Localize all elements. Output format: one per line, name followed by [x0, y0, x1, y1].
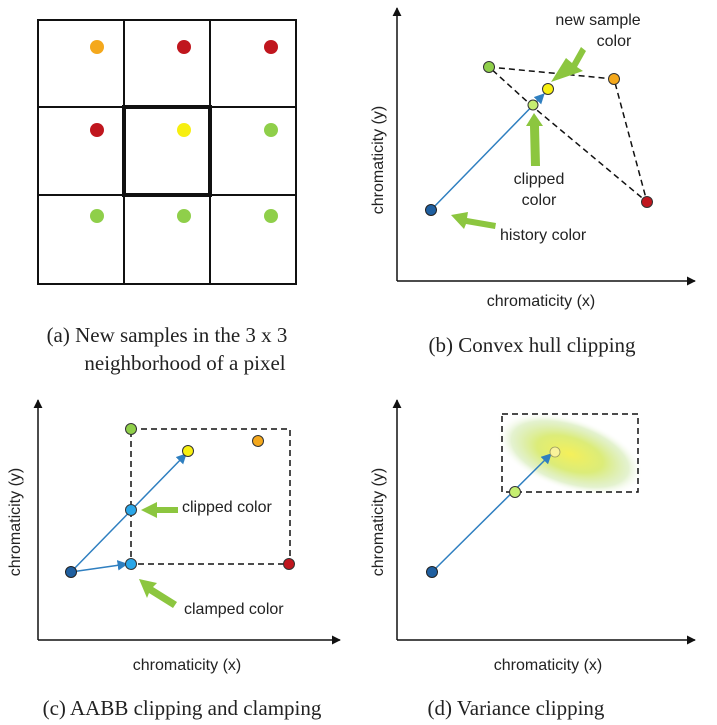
- center-pixel-cell: [122, 105, 212, 197]
- hull-point-orange: [608, 73, 620, 85]
- panel-a: (a) New samples in the 3 x 3 neighborhoo…: [37, 19, 297, 375]
- panel-c-xlabel: chromaticity (x): [133, 657, 241, 674]
- arrow-history: [451, 212, 496, 229]
- panel-a-caption-line2: neighborhood of a pixel: [84, 351, 285, 375]
- aabb-point-orange: [252, 435, 264, 447]
- history-point-d: [426, 566, 438, 578]
- panel-b-caption: (b) Convex hull clipping: [428, 333, 636, 357]
- aabb-point-green: [125, 423, 137, 435]
- panel-c: chromaticity (y) chromaticity (x) clippe…: [7, 399, 341, 720]
- arrow-clipped-c: [141, 502, 178, 518]
- sample-dot-green: [177, 209, 191, 223]
- panel-c-caption: (c) AABB clipping and clamping: [43, 696, 322, 720]
- aabb-point-red: [283, 558, 295, 570]
- clipped-point-c: [125, 504, 137, 516]
- label-clipped-c: clipped color: [182, 499, 273, 516]
- variance-ellipse: [496, 412, 644, 496]
- clamped-point: [125, 558, 137, 570]
- label-history: history color: [500, 227, 587, 244]
- sample-dot-green: [264, 209, 278, 223]
- sample-dot-orange: [90, 40, 104, 54]
- sample-dot-yellow: [177, 123, 191, 137]
- sample-grid: [90, 40, 278, 223]
- sample-dot-red: [264, 40, 278, 54]
- panel-d: chromaticity (y) chromaticity (x) (d) Va…: [370, 399, 696, 720]
- history-to-sample-line: [430, 93, 545, 211]
- sample-dot-green: [264, 123, 278, 137]
- new-sample-point-c: [182, 445, 194, 457]
- panel-b-xlabel: chromaticity (x): [487, 293, 595, 310]
- label-clamped: clamped color: [184, 601, 284, 618]
- label-clipped-2: color: [522, 192, 557, 209]
- hull-point-red: [641, 196, 653, 208]
- panel-d-ylabel: chromaticity (y): [370, 468, 387, 576]
- sample-dot-green: [90, 209, 104, 223]
- history-point: [425, 204, 437, 216]
- label-new-sample-1: new sample: [555, 12, 640, 29]
- arrow-clipped: [526, 113, 543, 166]
- history-to-clamped-line: [70, 560, 129, 573]
- history-to-sample-line-d: [431, 453, 552, 573]
- hull-point-green: [483, 61, 495, 73]
- label-new-sample-2: color: [597, 33, 632, 50]
- history-point-c: [65, 566, 77, 578]
- clipped-point: [527, 99, 539, 111]
- new-sample-point-d: [549, 446, 561, 458]
- sample-dot-red: [177, 40, 191, 54]
- new-sample-point: [542, 83, 554, 95]
- label-clipped-1: clipped: [514, 171, 565, 188]
- arrow-clamped: [139, 579, 177, 608]
- panel-a-caption-line1: (a) New samples in the 3 x 3: [47, 323, 288, 347]
- clipped-point-d: [509, 486, 521, 498]
- panel-d-caption: (d) Variance clipping: [428, 696, 605, 720]
- sample-dot-red: [90, 123, 104, 137]
- panel-c-ylabel: chromaticity (y): [7, 468, 24, 576]
- variance-box: [501, 413, 639, 493]
- aabb-box: [130, 428, 291, 565]
- panel-b-ylabel: chromaticity (y): [370, 106, 387, 214]
- arrow-new-sample: [551, 47, 586, 82]
- panel-d-xlabel: chromaticity (x): [494, 657, 602, 674]
- panel-b: chromaticity (y) chromaticity (x) new sa…: [370, 7, 696, 357]
